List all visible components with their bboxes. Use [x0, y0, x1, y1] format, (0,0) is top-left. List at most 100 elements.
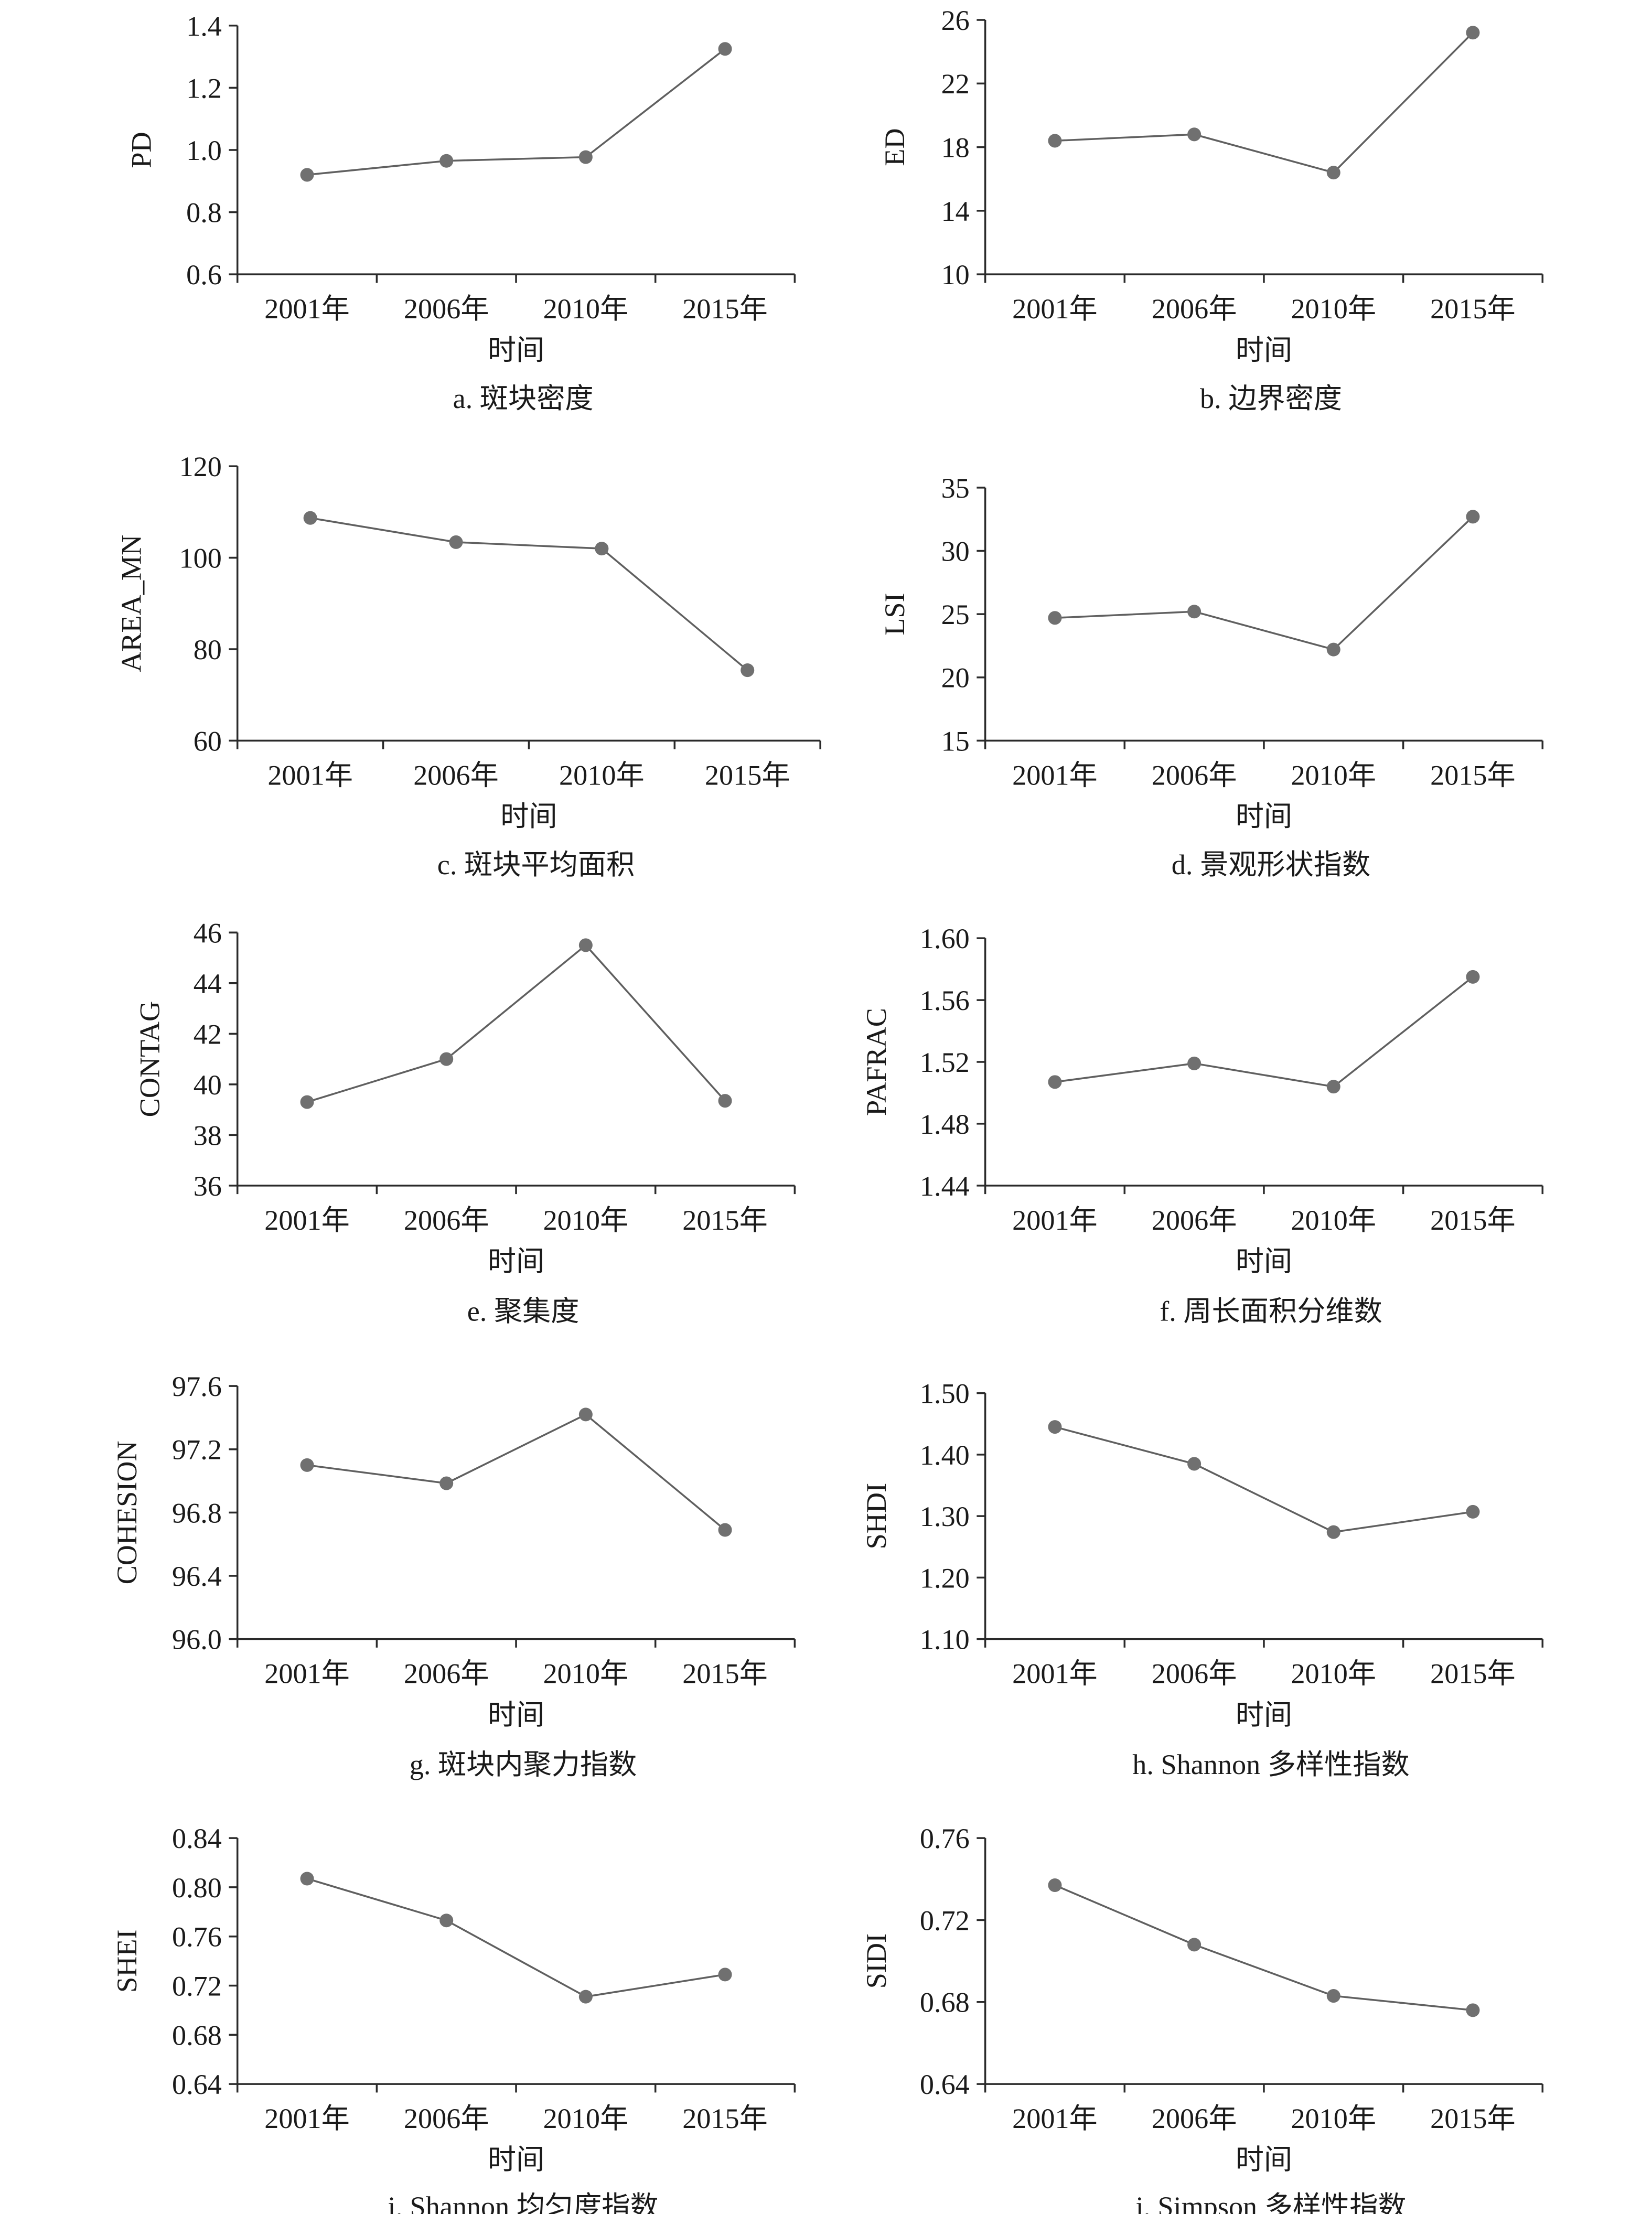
y-tick-label: 1.40 — [920, 1439, 970, 1471]
data-point — [1048, 1075, 1062, 1089]
data-point — [1466, 970, 1480, 984]
y-axis-title: SHEI — [111, 1929, 143, 1992]
x-tick-label: 2010年 — [543, 1658, 629, 1690]
data-point — [300, 168, 314, 182]
y-tick-label: 0.8 — [186, 197, 222, 229]
x-tick-label: 2001年 — [1012, 1658, 1098, 1690]
x-tick-label: 2006年 — [404, 2103, 489, 2134]
data-point — [1326, 1989, 1340, 2003]
y-tick-label: 0.68 — [920, 1987, 970, 2018]
y-tick-label: 15 — [941, 725, 970, 757]
data-point — [1048, 1420, 1062, 1434]
y-tick-label: 44 — [194, 968, 222, 999]
x-tick-label: 2001年 — [264, 2103, 350, 2134]
data-point — [439, 1914, 454, 1928]
y-tick-label: 14 — [941, 196, 970, 227]
x-axis-title: 时间 — [488, 335, 544, 366]
data-point — [300, 1095, 314, 1109]
y-tick-label: 46 — [194, 917, 222, 949]
x-tick-label: 2006年 — [404, 1658, 489, 1690]
data-point — [1187, 605, 1202, 619]
x-tick-label: 2015年 — [1430, 1205, 1516, 1236]
data-point — [439, 154, 454, 168]
y-tick-label: 1.0 — [186, 135, 222, 166]
x-tick-label: 2006年 — [404, 293, 489, 325]
panel-caption: h. Shannon 多样性指数 — [1132, 1749, 1409, 1780]
y-tick-label: 1.44 — [920, 1170, 970, 1202]
x-tick-label: 2015年 — [682, 2103, 768, 2134]
series-line — [1055, 976, 1474, 1088]
data-point — [1187, 127, 1202, 142]
series-line — [306, 1877, 725, 1998]
panel-caption: g. 斑块内聚力指数 — [410, 1749, 637, 1780]
data-point — [300, 1872, 314, 1886]
y-tick-label: 1.50 — [920, 1378, 970, 1410]
y-tick-label: 1.2 — [186, 72, 222, 104]
x-tick-label: 2010年 — [1291, 293, 1376, 325]
data-point — [718, 1094, 732, 1108]
x-tick-label: 2010年 — [1291, 759, 1376, 791]
series-line — [1055, 516, 1474, 651]
x-tick-label: 2015年 — [1430, 1658, 1516, 1690]
x-tick-label: 2015年 — [682, 293, 768, 325]
y-tick-label: 1.20 — [920, 1562, 970, 1594]
y-tick-label: 0.76 — [172, 1921, 222, 1953]
data-point — [1326, 166, 1340, 180]
y-tick-label: 1.30 — [920, 1501, 970, 1532]
y-tick-label: 42 — [194, 1018, 222, 1050]
x-tick-label: 2015年 — [682, 1205, 768, 1236]
chart-panel-5: 1.44 1.48 1.52 1.56 1.60 2001年 2006年 2010年 2015年… — [861, 923, 1544, 1327]
data-point — [1466, 26, 1480, 40]
x-tick-label: 2006年 — [404, 1205, 489, 1236]
data-point — [1466, 1504, 1480, 1519]
y-tick-label: 20 — [941, 662, 970, 694]
panel-caption: f. 周长面积分维数 — [1160, 1295, 1382, 1327]
data-point — [1326, 1080, 1340, 1094]
series-line — [1054, 1884, 1473, 2012]
data-point — [1187, 1056, 1202, 1070]
y-tick-label: 0.84 — [172, 1823, 222, 1854]
y-tick-label: 1.52 — [920, 1047, 970, 1078]
x-tick-label: 2001年 — [1012, 293, 1098, 325]
series-line — [307, 48, 726, 176]
y-tick-label: 38 — [194, 1120, 222, 1151]
y-tick-label: 0.76 — [920, 1823, 970, 1854]
series-line — [1055, 31, 1474, 174]
data-point — [578, 150, 593, 164]
x-tick-label: 2001年 — [1012, 759, 1098, 791]
x-tick-label: 2006年 — [413, 759, 499, 791]
data-point — [1326, 642, 1340, 657]
panel-caption: e. 聚集度 — [467, 1295, 580, 1327]
x-tick-label: 2010年 — [559, 759, 645, 791]
y-tick-label: 36 — [194, 1170, 222, 1202]
data-point — [1187, 1457, 1202, 1471]
x-axis-title: 时间 — [1236, 1245, 1292, 1277]
data-point — [439, 1052, 454, 1066]
y-axis-title: COHESION — [111, 1441, 143, 1584]
x-axis-title: 时间 — [488, 1699, 544, 1731]
data-point — [718, 1523, 732, 1537]
y-tick-label: 100 — [179, 543, 222, 574]
series-line — [307, 1413, 726, 1531]
y-tick-label: 30 — [941, 535, 970, 567]
y-tick-label: 18 — [941, 132, 970, 164]
y-tick-label: 26 — [941, 5, 970, 36]
x-tick-label: 2001年 — [1012, 2103, 1098, 2134]
x-tick-label: 2001年 — [264, 1205, 350, 1236]
y-tick-label: 0.68 — [172, 2019, 222, 2051]
x-axis-title: 时间 — [1236, 335, 1292, 366]
y-tick-label: 1.60 — [920, 923, 970, 954]
data-point — [449, 535, 463, 549]
y-tick-label: 35 — [941, 472, 970, 504]
y-axis-title: SIDI — [861, 1933, 892, 1989]
y-tick-label: 0.64 — [172, 2069, 222, 2100]
y-axis-title: ED — [879, 128, 910, 166]
x-tick-label: 2006年 — [1152, 2103, 1237, 2134]
x-tick-label: 2010年 — [543, 2103, 629, 2134]
y-axis-title: PD — [125, 132, 157, 168]
y-tick-label: 1.56 — [920, 985, 970, 1016]
